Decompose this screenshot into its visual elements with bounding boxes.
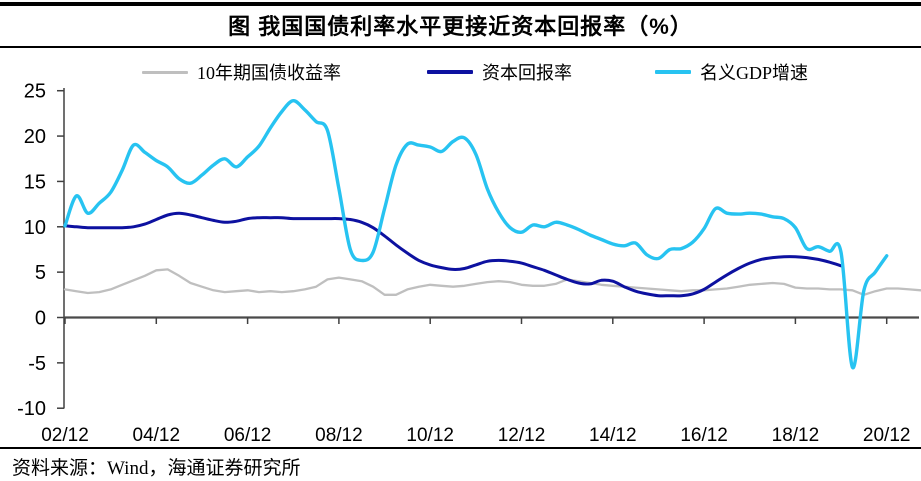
- legend-line-sample-bond10y: [142, 70, 188, 74]
- x-axis-tick-label: 14/12: [589, 425, 637, 446]
- legend-item-capital-return: 资本回报率: [427, 62, 572, 83]
- legend-label-bond10y: 10年期国债收益率: [197, 63, 341, 83]
- source-divider-rule: [0, 447, 921, 449]
- x-axis-tick-label: 20/12: [863, 425, 911, 446]
- series-line-nominal-gdp-growth: [63, 99, 889, 370]
- y-axis-tick-label: 10: [24, 217, 46, 239]
- x-axis-tick-label: 16/12: [680, 425, 728, 446]
- x-axis-tick-label: 06/12: [224, 425, 272, 446]
- x-axis-tick-label: 04/12: [133, 425, 181, 446]
- top-border-rule: [0, 2, 921, 6]
- x-axis-tick-label: 10/12: [406, 425, 454, 446]
- chart-title: 图 我国国债利率水平更接近资本回报率（%）: [228, 14, 693, 39]
- y-axis-tick-label: 25: [24, 81, 46, 103]
- legend-item-nominal-gdp: 名义GDP增速: [655, 62, 809, 83]
- legend-line-sample-capital-return: [427, 70, 473, 74]
- legend-label-capital-return: 资本回报率: [482, 63, 572, 83]
- series-line-bond10y-yield: [63, 268, 921, 296]
- y-axis-tick-label: 0: [35, 308, 46, 330]
- title-divider-rule: [0, 46, 921, 48]
- y-axis-tick-label: 15: [24, 171, 46, 193]
- data-source-note: 资料来源：Wind，海通证券研究所: [12, 458, 301, 479]
- legend-line-sample-nominal-gdp: [655, 70, 691, 74]
- x-axis-tick-label: 12/12: [498, 425, 546, 446]
- y-axis-tick-label: 5: [35, 262, 46, 284]
- x-axis-tick-label: 02/12: [41, 425, 89, 446]
- legend-item-bond10y: 10年期国债收益率: [142, 62, 341, 83]
- y-axis-tick-label: 20: [24, 126, 46, 148]
- series-line-capital-return: [63, 211, 843, 298]
- x-axis-tick-label: 08/12: [315, 425, 363, 446]
- x-axis-tick-label: 18/12: [772, 425, 820, 446]
- y-axis-tick-label: -5: [28, 353, 46, 375]
- y-axis-tick-label: -10: [17, 398, 46, 420]
- legend-label-nominal-gdp: 名义GDP增速: [700, 63, 809, 83]
